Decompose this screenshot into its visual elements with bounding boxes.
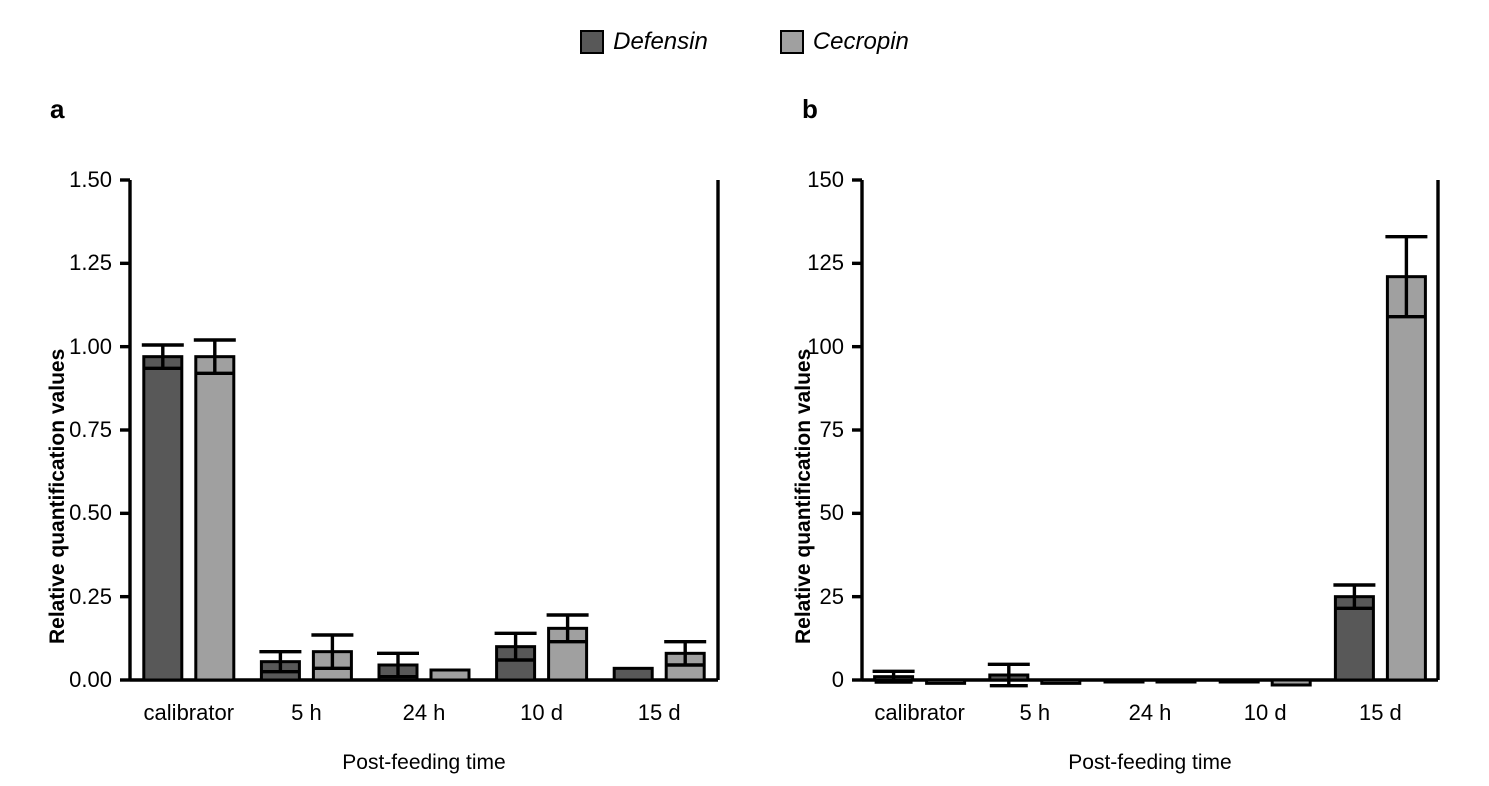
bar-group-a-2-1 bbox=[429, 668, 471, 682]
legend-swatch-cecropin bbox=[779, 30, 804, 54]
bar-b-24h-defensin bbox=[1103, 678, 1145, 684]
x-tick-label-b-4: 15 d bbox=[1358, 700, 1402, 725]
error-bar-a-1-0 bbox=[259, 649, 302, 674]
bar-a-24h-cecropin bbox=[429, 668, 471, 682]
bar-group-a-0-0 bbox=[142, 355, 184, 682]
error-bar-b-4-1 bbox=[1385, 234, 1428, 319]
bar-group-b-2-1 bbox=[1155, 678, 1197, 684]
legend-label-cecropin: Cecropin bbox=[812, 28, 909, 55]
bar-group-a-4-0 bbox=[612, 666, 654, 682]
x-axis-title-a: Post-feeding time bbox=[342, 751, 506, 774]
legend-swatch-defensin bbox=[580, 30, 605, 54]
chart-svg-a bbox=[120, 178, 720, 682]
y-tick-label-a-2: 0.50 bbox=[69, 500, 112, 526]
x-tick-label-b-1: 5 h bbox=[1019, 700, 1051, 725]
error-bar-a-4-1 bbox=[664, 639, 707, 667]
x-tick-label-b-3: 10 d bbox=[1243, 700, 1287, 725]
y-tick-label-a-1: 0.25 bbox=[69, 583, 112, 609]
x-tick-label-a-4: 15 d bbox=[637, 700, 681, 725]
x-tick-label-a-3: 10 d bbox=[520, 700, 564, 725]
legend-entry-cecropin: Cecropin bbox=[779, 28, 909, 55]
x-tick-label-a-2: 24 h bbox=[402, 700, 446, 725]
y-tick-label-b-6: 150 bbox=[807, 167, 844, 192]
bar-b-15d-cecropin bbox=[1385, 275, 1427, 682]
panel-a: a Relative quantification values 0.00 0.2… bbox=[18, 94, 758, 773]
y-tick-label-b-0: 0 bbox=[831, 667, 844, 692]
bar-b-calibrator-cecropin bbox=[925, 678, 967, 685]
error-bar-b-1-0 bbox=[987, 662, 1030, 688]
error-bar-a-3-1 bbox=[546, 613, 589, 644]
error-bar-a-0-1 bbox=[193, 338, 236, 376]
panel-label-b: b bbox=[802, 94, 818, 124]
y-tick-label-a-3: 0.75 bbox=[69, 417, 112, 442]
error-bar-a-2-0 bbox=[377, 651, 419, 679]
y-tick-label-a-4: 1.00 bbox=[69, 333, 112, 359]
bar-b-5h-cecropin bbox=[1040, 678, 1082, 685]
bar-group-b-4-1 bbox=[1385, 275, 1427, 682]
chart-svg-b bbox=[852, 178, 1440, 688]
y-tick-label-b-1: 25 bbox=[819, 583, 844, 609]
bar-group-b-2-0 bbox=[1103, 678, 1145, 684]
y-tick-label-a-0: 0.00 bbox=[69, 667, 112, 692]
panel-b-plot-area: 0 25 50 75 100 125 150 calibrator 5 h 24 h 10 d 15 … bbox=[770, 96, 1485, 773]
bar-b-10d-defensin bbox=[1218, 678, 1260, 684]
legend-label-defensin: Defensin bbox=[613, 28, 708, 55]
bar-group-b-0-1 bbox=[925, 678, 967, 685]
bar-group-b-1-1 bbox=[1040, 678, 1082, 685]
y-tick-label-b-4: 100 bbox=[807, 333, 844, 359]
panel-a-plot-area: 0.00 0.25 0.50 0.75 1.00 1.25 1.50 calibrator 5 … bbox=[18, 96, 758, 773]
legend-entry-defensin: Defensin bbox=[580, 30, 708, 54]
bar-a-calibrator-defensin bbox=[142, 355, 184, 682]
bar-b-10d-cecropin bbox=[1270, 678, 1312, 687]
error-bar-a-3-0 bbox=[494, 631, 537, 662]
bar-b-24h-cecropin bbox=[1155, 678, 1197, 684]
error-bar-a-1-1 bbox=[311, 633, 354, 671]
figure-legend: Defensin Cecropin bbox=[0, 30, 1489, 54]
y-tick-label-b-2: 50 bbox=[819, 500, 844, 526]
error-bar-b-4-0 bbox=[1333, 583, 1376, 611]
error-bar-a-0-0 bbox=[141, 343, 184, 371]
y-tick-label-b-5: 125 bbox=[807, 250, 844, 276]
panel-label-a: a bbox=[50, 94, 65, 124]
x-tick-label-a-1: 5 h bbox=[291, 700, 322, 725]
y-tick-label-a-5: 1.25 bbox=[69, 250, 112, 276]
bar-a-calibrator-cecropin bbox=[194, 355, 236, 682]
x-tick-label-b-0: calibrator bbox=[874, 700, 965, 725]
x-tick-label-a-0: calibrator bbox=[143, 700, 235, 725]
bar-group-b-3-0 bbox=[1218, 678, 1260, 684]
bar-group-a-0-1 bbox=[194, 355, 236, 682]
x-tick-label-b-2: 24 h bbox=[1128, 700, 1172, 725]
panel-b: b Relative quantification values 0 25 50 75… bbox=[770, 94, 1485, 773]
x-axis-title-b: Post-feeding time bbox=[1068, 751, 1232, 774]
bar-group-b-3-1 bbox=[1270, 678, 1312, 687]
bar-a-15d-defensin bbox=[612, 666, 654, 682]
y-tick-label-a-6: 1.50 bbox=[69, 167, 112, 192]
error-bar-b-0-0 bbox=[872, 669, 915, 684]
y-tick-label-b-3: 75 bbox=[819, 417, 844, 442]
